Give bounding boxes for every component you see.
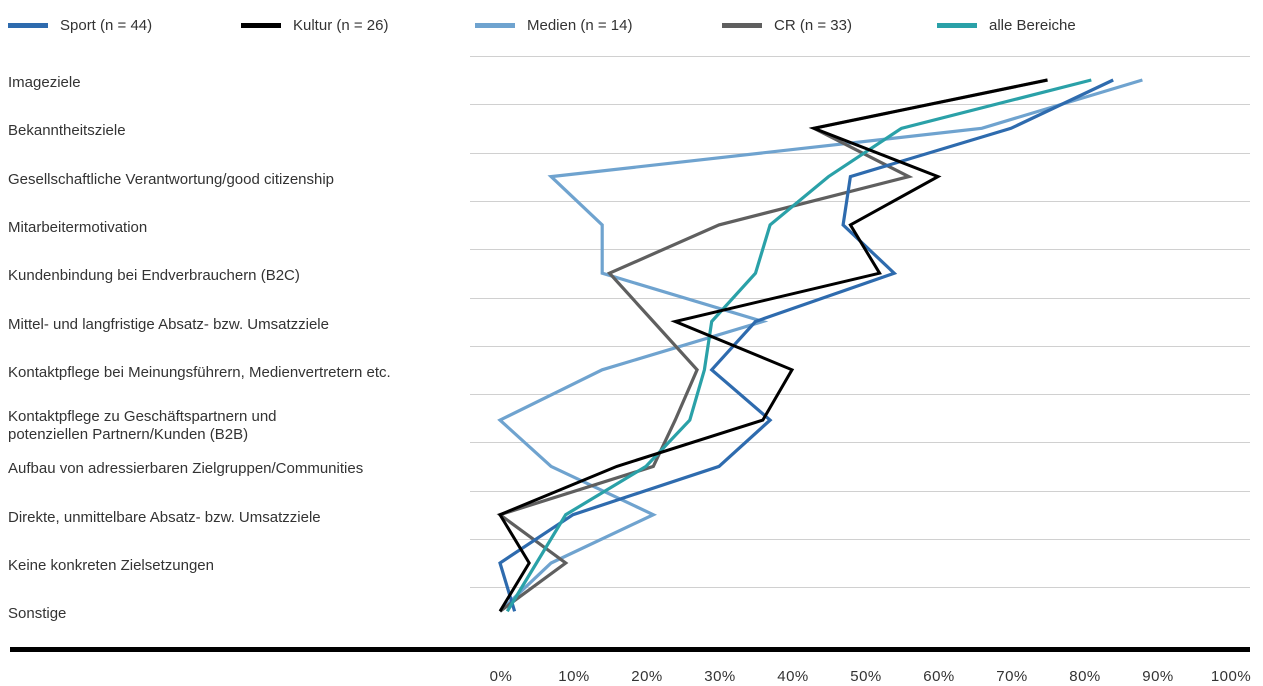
legend-item: Medien (n = 14) — [475, 14, 632, 36]
category-labels: Imageziele Bekanntheitsziele Gesellschaftl… — [8, 58, 468, 638]
category-label: Imageziele — [8, 74, 81, 91]
legend-item: Sport (n = 44) — [8, 14, 152, 36]
x-tick-label: 100% — [1210, 668, 1252, 685]
x-tick-label: 0% — [489, 668, 513, 685]
category-label: Mitarbeitermotivation — [8, 218, 148, 236]
legend-label: Kultur (n = 26) — [293, 16, 389, 34]
category-label: Kundenbindung bei Endverbrauchern (B2C) — [8, 267, 300, 285]
legend-item: Kultur (n = 26) — [241, 14, 388, 36]
series-line — [497, 78, 1143, 613]
category-label: Mittel- und langfristige Absatz- bzw. Um… — [8, 315, 329, 333]
legend-item: CR (n = 33) — [722, 14, 852, 36]
category-label: Sonstige — [8, 605, 67, 623]
x-tick-label: 50% — [850, 668, 882, 685]
x-axis-baseline — [10, 647, 1250, 652]
legend-label: CR (n = 33) — [774, 16, 852, 34]
category-label: Kontaktpflege zu Geschäftspartnern und po… — [8, 408, 277, 444]
category-label: Direkte, unmittelbare Absatz- bzw. Umsat… — [8, 508, 321, 526]
legend-label: Sport (n = 44) — [60, 16, 153, 34]
line-chart — [470, 56, 1250, 613]
category-label: Gesellschaftliche Verantwortung/good cit… — [8, 170, 335, 188]
x-tick-label: 30% — [704, 668, 736, 685]
category-label: Bekanntheitsziele — [8, 122, 126, 140]
legend-swatch — [241, 22, 281, 28]
x-tick-label: 40% — [777, 668, 809, 685]
series-line — [497, 78, 1048, 613]
legend-swatch — [722, 22, 762, 28]
x-tick-label: 80% — [1069, 668, 1101, 685]
legend-swatch — [937, 22, 977, 28]
legend-item: alle Bereiche — [937, 14, 1076, 36]
x-tick-label: 20% — [631, 668, 663, 685]
legend-label: Medien (n = 14) — [527, 16, 633, 34]
chart-legend: Sport (n = 44) Kultur (n = 26) Medien (n =… — [8, 14, 1258, 36]
legend-swatch — [8, 22, 48, 28]
category-label: Aufbau von adressierbaren Zielgruppen/Co… — [8, 460, 364, 478]
x-axis-tick-labels: 0% 10% 20% 30% 40% 50% 60% 70% 80% 90% 100% — [0, 668, 1263, 686]
x-tick-label: 10% — [558, 668, 590, 685]
legend-swatch — [475, 22, 515, 28]
category-label: Kontaktpflege bei Meinungsführern, Medie… — [8, 363, 391, 381]
series-line — [496, 78, 1048, 613]
series-line — [498, 78, 1114, 612]
x-tick-label: 90% — [1142, 668, 1174, 685]
x-tick-label: 70% — [996, 668, 1028, 685]
x-tick-label: 60% — [923, 668, 955, 685]
category-label: Keine konkreten Zielsetzungen — [8, 557, 214, 574]
series-line — [505, 78, 1092, 613]
legend-label: alle Bereiche — [989, 16, 1076, 34]
